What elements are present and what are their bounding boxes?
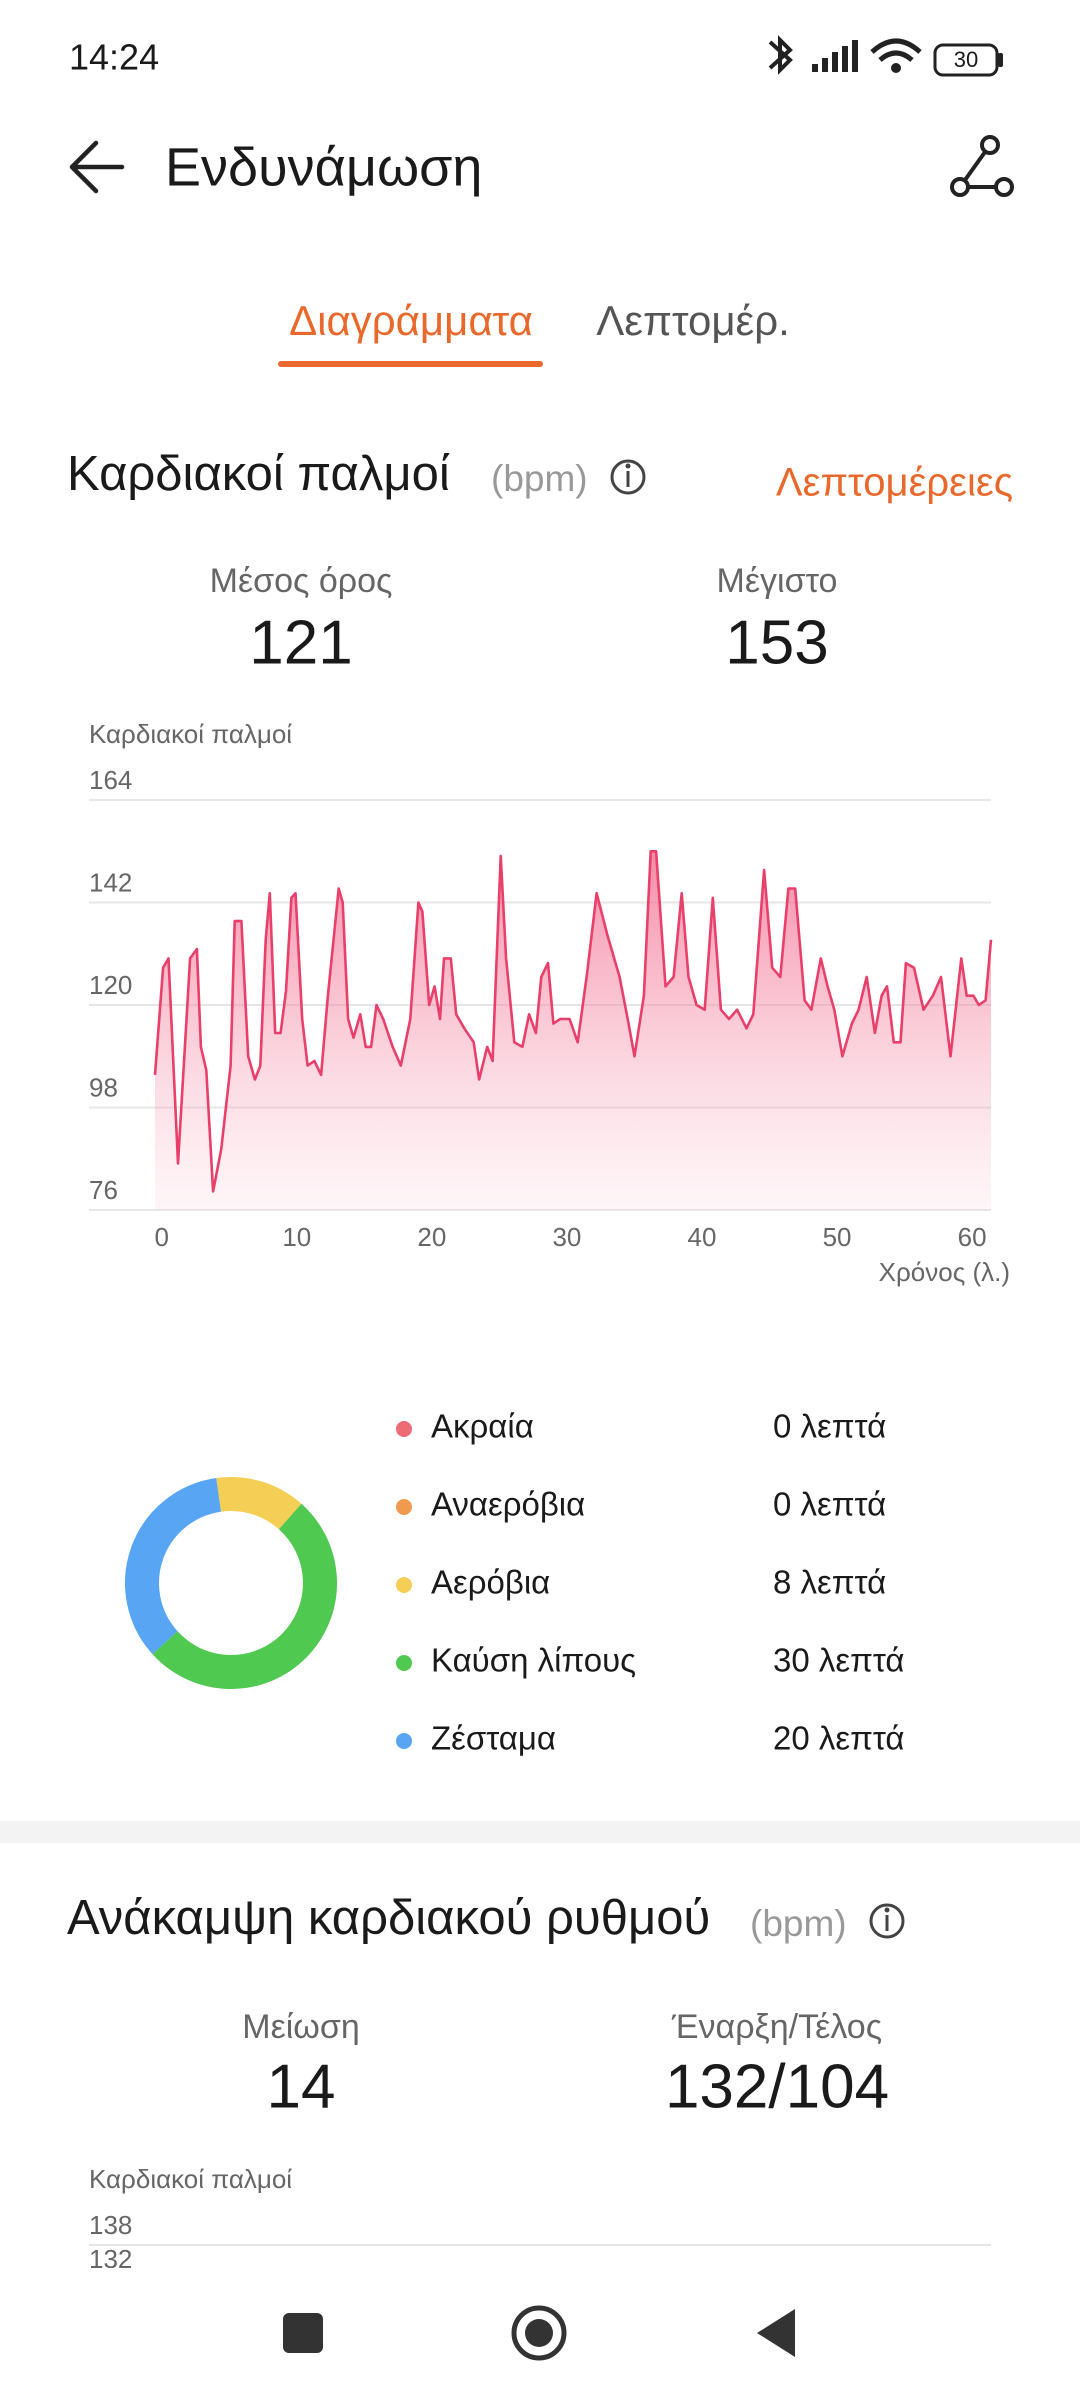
y-tick-label: 164: [89, 765, 132, 795]
heart-rate-chart: Καρδιακοί παλμοί 76 98 120 142 164 0 10 20 30 40 50…: [89, 719, 1010, 1287]
status-time: 14:24: [69, 37, 159, 78]
legend-dot: [396, 1577, 412, 1593]
y-tick-label: 142: [89, 867, 132, 897]
bluetooth-icon: [768, 35, 793, 75]
stat-label: Μείωση: [242, 2008, 359, 2046]
y-axis-label: Καρδιακοί παλμοί: [89, 2164, 292, 2194]
legend-value: 0 λεπτά: [773, 1408, 886, 1445]
nav-back[interactable]: [757, 2309, 795, 2357]
stat-value: 14: [267, 2052, 336, 2121]
battery-level: 30: [954, 47, 978, 72]
stat-value: 132/104: [665, 2052, 889, 2121]
section-title: Ανάκαμψη καρδιακού ρυθμού: [67, 1891, 710, 1945]
x-axis-label: Χρόνος (λ.): [879, 1257, 1010, 1287]
stat-label: Έναρξη/Τέλος: [671, 2008, 882, 2046]
zone-donut: Ακραία 0 λεπτά Αναερόβια 0 λεπτά Αερόβια 8 λε…: [125, 1408, 905, 1757]
x-tick-label: 30: [552, 1222, 581, 1252]
y-tick-label: 132: [89, 2244, 132, 2274]
battery-tip: [998, 53, 1003, 67]
wifi-dot: [891, 63, 901, 73]
y-tick-label: 98: [89, 1072, 118, 1102]
x-tick-label: 10: [282, 1222, 311, 1252]
x-tick-label: 50: [823, 1222, 852, 1252]
tab-active[interactable]: Διαγράμματα: [289, 297, 533, 344]
tab[interactable]: Λεπτομέρ.: [596, 297, 790, 344]
legend-label: Ζέσταμα: [431, 1720, 556, 1757]
y-tick-label: 120: [89, 970, 132, 1000]
nav-home[interactable]: [511, 2305, 567, 2361]
info-dot: [884, 1907, 890, 1913]
info-icon[interactable]: [869, 1903, 905, 1939]
info-icon[interactable]: [610, 459, 646, 495]
x-tick-label: 20: [417, 1222, 446, 1252]
stat-value: 153: [725, 608, 828, 677]
y-tick-label: 138: [89, 2210, 132, 2240]
section-title: Καρδιακοί παλμοί: [67, 447, 450, 501]
stat-label: Μέγιστο: [717, 562, 838, 600]
wifi-icon: [870, 38, 922, 62]
signal-icon: [812, 40, 858, 72]
legend-dot: [396, 1655, 412, 1671]
nav-home-dot: [525, 2319, 553, 2347]
nav-recents[interactable]: [283, 2313, 323, 2353]
details-link[interactable]: Λεπτομέρειες: [776, 461, 1013, 505]
legend-label: Καύση λίπους: [431, 1642, 636, 1679]
legend-value: 20 λεπτά: [773, 1720, 905, 1757]
donut-segment: [125, 1478, 222, 1655]
section-divider: [0, 1821, 1080, 1843]
y-tick-label: 76: [89, 1175, 118, 1205]
tab-indicator: [278, 361, 543, 367]
battery-body: [933, 43, 999, 77]
recovery-section: Ανάκαμψη καρδιακού ρυθμού (bpm) Μείωση 1…: [67, 1891, 991, 2274]
status-icons: [768, 35, 1003, 77]
stat-label: Μέσος όρος: [210, 562, 393, 600]
info-dot: [625, 463, 631, 469]
stat-value: 121: [249, 608, 352, 677]
legend-label: Αερόβια: [431, 1564, 550, 1601]
legend-dot: [396, 1499, 412, 1515]
y-axis-label: Καρδιακοί παλμοί: [89, 719, 292, 749]
legend-value: 30 λεπτά: [773, 1642, 905, 1679]
donut-segment: [152, 1503, 337, 1689]
x-tick-label: 0: [155, 1222, 169, 1252]
legend-value: 0 λεπτά: [773, 1486, 886, 1523]
line: [153, 850, 993, 1193]
unit: (bpm): [491, 458, 588, 499]
legend-value: 8 λεπτά: [773, 1564, 886, 1601]
recovery-chart: Καρδιακοί παλμοί 132 138: [89, 2164, 991, 2274]
unit: (bpm): [750, 1903, 847, 1944]
x-tick-label: 40: [688, 1222, 717, 1252]
route-button[interactable]: [950, 135, 1014, 197]
legend-dot: [396, 1733, 412, 1749]
donut-segment: [216, 1477, 302, 1530]
header-title: Ενδυνάμωση: [165, 137, 482, 197]
legend-dot: [396, 1421, 412, 1437]
legend-label: Ακραία: [431, 1408, 534, 1445]
back-button[interactable]: [69, 140, 125, 194]
x-tick-label: 60: [958, 1222, 987, 1252]
legend-label: Αναερόβια: [431, 1486, 585, 1523]
